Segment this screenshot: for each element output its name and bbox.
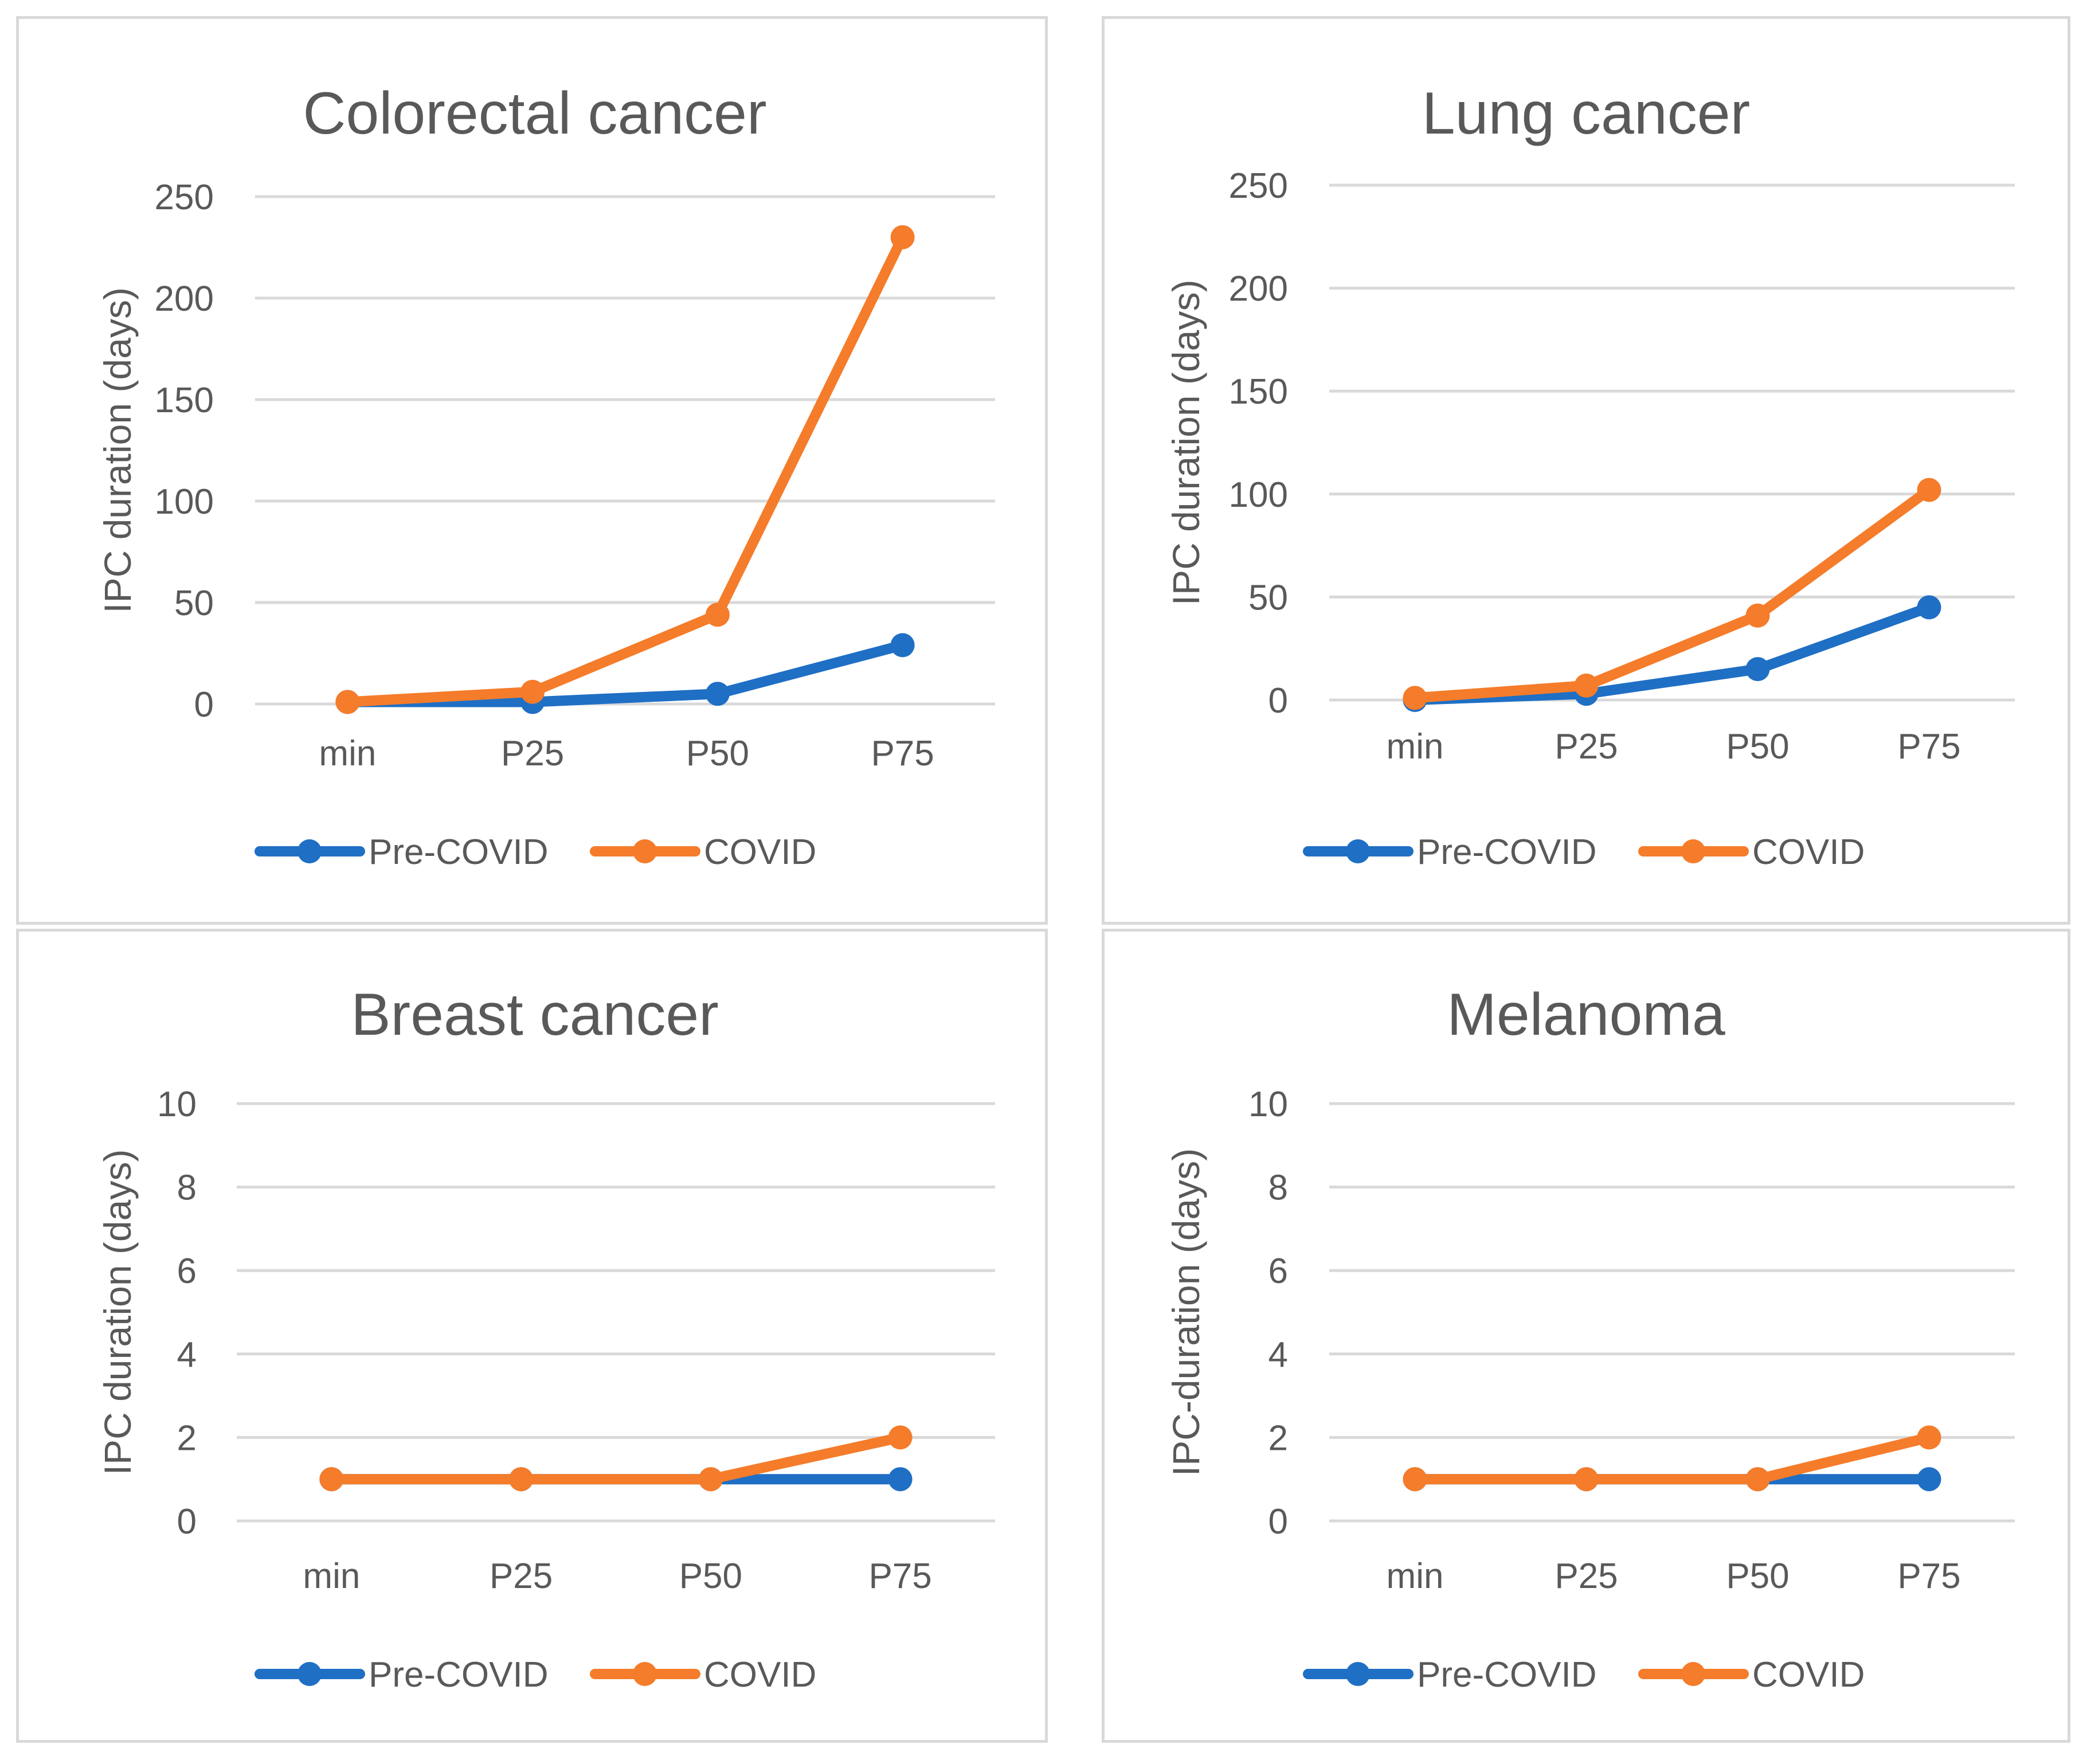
y-tick-label-colorectal-0: 0 — [194, 685, 214, 725]
legend-marker-melanoma-covid — [1681, 1662, 1705, 1686]
legend-label-lung-pre-covid: Pre-COVID — [1417, 832, 1596, 872]
x-tick-label-breast-min: min — [303, 1556, 360, 1596]
y-tick-label-melanoma-4: 4 — [1268, 1335, 1288, 1375]
y-tick-label-colorectal-200: 200 — [155, 279, 214, 319]
x-tick-label-melanoma-min: min — [1387, 1556, 1444, 1596]
legend-marker-breast-covid — [633, 1662, 657, 1686]
data-point-lung-covid-p50 — [1745, 603, 1770, 628]
y-tick-label-breast-8: 8 — [177, 1168, 197, 1208]
chart-panel-colorectal: Colorectal cancer 0 50 100 150 200 250 IPC dura… — [16, 16, 1048, 925]
data-point-colorectal-covid-p75 — [890, 225, 915, 249]
y-tick-label-breast-0: 0 — [177, 1502, 197, 1542]
y-tick-label-breast-2: 2 — [177, 1418, 197, 1458]
data-point-lung-covid-min — [1403, 686, 1427, 710]
data-point-colorectal-pre-covid-p50 — [705, 682, 730, 706]
x-tick-label-melanoma-p75: P75 — [1897, 1556, 1960, 1596]
x-tick-label-colorectal-p25: P25 — [501, 734, 564, 773]
data-point-melanoma-covid-p50 — [1745, 1467, 1770, 1492]
y-axis-label-colorectal: IPC duration (days) — [96, 287, 139, 613]
data-point-lung-pre-covid-p50 — [1745, 657, 1770, 682]
legend-label-melanoma-pre-covid: Pre-COVID — [1417, 1655, 1596, 1695]
data-point-colorectal-covid-min — [335, 690, 360, 714]
y-tick-label-melanoma-2: 2 — [1268, 1418, 1288, 1458]
data-point-melanoma-covid-p25 — [1574, 1467, 1599, 1492]
y-tick-label-lung-50: 50 — [1248, 578, 1288, 617]
chart-title-breast: Breast cancer — [351, 981, 719, 1048]
chart-svg-colorectal: Colorectal cancer 0 50 100 150 200 250 IPC dura… — [96, 80, 995, 872]
x-tick-label-lung-p75: P75 — [1897, 727, 1960, 766]
series-line-breast-covid — [326, 1432, 906, 1485]
y-axis-label-melanoma: IPC-duration (days) — [1165, 1148, 1207, 1476]
chart-svg-breast: Breast cancer 0 2 4 6 8 10 IPC duration (days) m… — [96, 981, 995, 1695]
chart-panel-lung: Lung cancer 0 50 100 150 200 250 IPC duration (… — [1102, 16, 2070, 925]
y-axis-label-lung: IPC duration (days) — [1165, 280, 1207, 606]
legend-label-colorectal-covid: COVID — [704, 832, 816, 872]
y-tick-label-melanoma-10: 10 — [1248, 1085, 1288, 1124]
legend-marker-melanoma-pre-covid — [1346, 1662, 1370, 1686]
x-tick-label-lung-min: min — [1387, 727, 1444, 766]
chart-panel-breast: Breast cancer 0 2 4 6 8 10 IPC duration (days) m… — [16, 929, 1048, 1743]
y-axis-label-breast: IPC duration (days) — [96, 1149, 139, 1476]
legend-marker-colorectal-covid — [633, 839, 657, 863]
x-tick-label-colorectal-p75: P75 — [871, 734, 934, 773]
y-tick-label-lung-100: 100 — [1229, 475, 1288, 515]
x-tick-label-breast-p75: P75 — [868, 1556, 931, 1596]
y-tick-label-lung-150: 150 — [1229, 372, 1288, 412]
legend-marker-lung-pre-covid — [1346, 839, 1370, 863]
chart-svg-melanoma: Melanoma 0 2 4 6 8 10 IPC-duration (days) min P25… — [1165, 981, 2015, 1695]
legend-label-breast-covid: COVID — [704, 1655, 816, 1695]
data-point-lung-covid-p75 — [1917, 478, 1941, 502]
data-point-melanoma-pre-covid-p75 — [1917, 1467, 1941, 1492]
x-tick-label-lung-p25: P25 — [1555, 727, 1618, 766]
legend-label-lung-covid: COVID — [1752, 832, 1865, 872]
data-point-melanoma-covid-min — [1403, 1467, 1427, 1492]
x-tick-label-lung-p50: P50 — [1726, 727, 1789, 766]
y-tick-label-colorectal-150: 150 — [155, 381, 214, 420]
data-point-breast-covid-min — [319, 1467, 344, 1492]
y-tick-label-lung-250: 250 — [1229, 166, 1288, 206]
data-point-lung-pre-covid-p75 — [1917, 595, 1941, 620]
chart-title-colorectal: Colorectal cancer — [303, 80, 766, 147]
legend-marker-colorectal-pre-covid — [297, 839, 322, 863]
data-point-breast-covid-p75 — [888, 1425, 913, 1450]
series-line-melanoma-covid — [1410, 1432, 1935, 1485]
data-point-melanoma-covid-p75 — [1917, 1425, 1941, 1450]
legend-label-melanoma-covid: COVID — [1752, 1655, 1865, 1695]
legend-label-breast-pre-covid: Pre-COVID — [369, 1655, 548, 1695]
series-line-colorectal-covid — [342, 232, 908, 707]
y-tick-label-breast-10: 10 — [157, 1085, 197, 1124]
x-tick-label-colorectal-p50: P50 — [686, 734, 749, 773]
y-tick-label-lung-0: 0 — [1268, 681, 1288, 721]
chart-title-lung: Lung cancer — [1422, 80, 1750, 147]
data-point-breast-covid-p50 — [698, 1467, 723, 1492]
legend-marker-lung-covid — [1681, 839, 1705, 863]
series-line-lung-covid — [1410, 484, 1935, 703]
x-tick-label-melanoma-p50: P50 — [1726, 1556, 1789, 1596]
x-tick-label-colorectal-min: min — [319, 734, 376, 773]
y-tick-label-melanoma-8: 8 — [1268, 1168, 1288, 1208]
x-tick-label-breast-p50: P50 — [679, 1556, 742, 1596]
chart-title-melanoma: Melanoma — [1447, 981, 1725, 1048]
x-tick-label-breast-p25: P25 — [490, 1556, 553, 1596]
data-point-colorectal-covid-p50 — [705, 603, 730, 627]
data-point-breast-pre-covid-p75 — [888, 1467, 913, 1492]
chart-svg-lung: Lung cancer 0 50 100 150 200 250 IPC duration (… — [1165, 80, 2015, 872]
data-point-breast-covid-p25 — [509, 1467, 534, 1492]
y-tick-label-lung-200: 200 — [1229, 269, 1288, 309]
chart-panel-melanoma: Melanoma 0 2 4 6 8 10 IPC-duration (days) min P25… — [1102, 929, 2070, 1743]
x-tick-label-melanoma-p25: P25 — [1555, 1556, 1618, 1596]
legend-marker-breast-pre-covid — [297, 1662, 322, 1686]
data-point-lung-covid-p25 — [1574, 673, 1599, 698]
data-point-colorectal-covid-p25 — [520, 679, 545, 704]
y-tick-label-colorectal-250: 250 — [155, 178, 214, 217]
y-tick-label-breast-6: 6 — [177, 1251, 197, 1291]
y-tick-label-melanoma-0: 0 — [1268, 1502, 1288, 1542]
legend-label-colorectal-pre-covid: Pre-COVID — [369, 832, 548, 872]
data-point-colorectal-pre-covid-p75 — [890, 633, 915, 658]
y-tick-label-colorectal-100: 100 — [155, 482, 214, 522]
y-tick-label-breast-4: 4 — [177, 1335, 197, 1375]
y-tick-label-melanoma-6: 6 — [1268, 1251, 1288, 1291]
y-tick-label-colorectal-50: 50 — [174, 584, 214, 623]
